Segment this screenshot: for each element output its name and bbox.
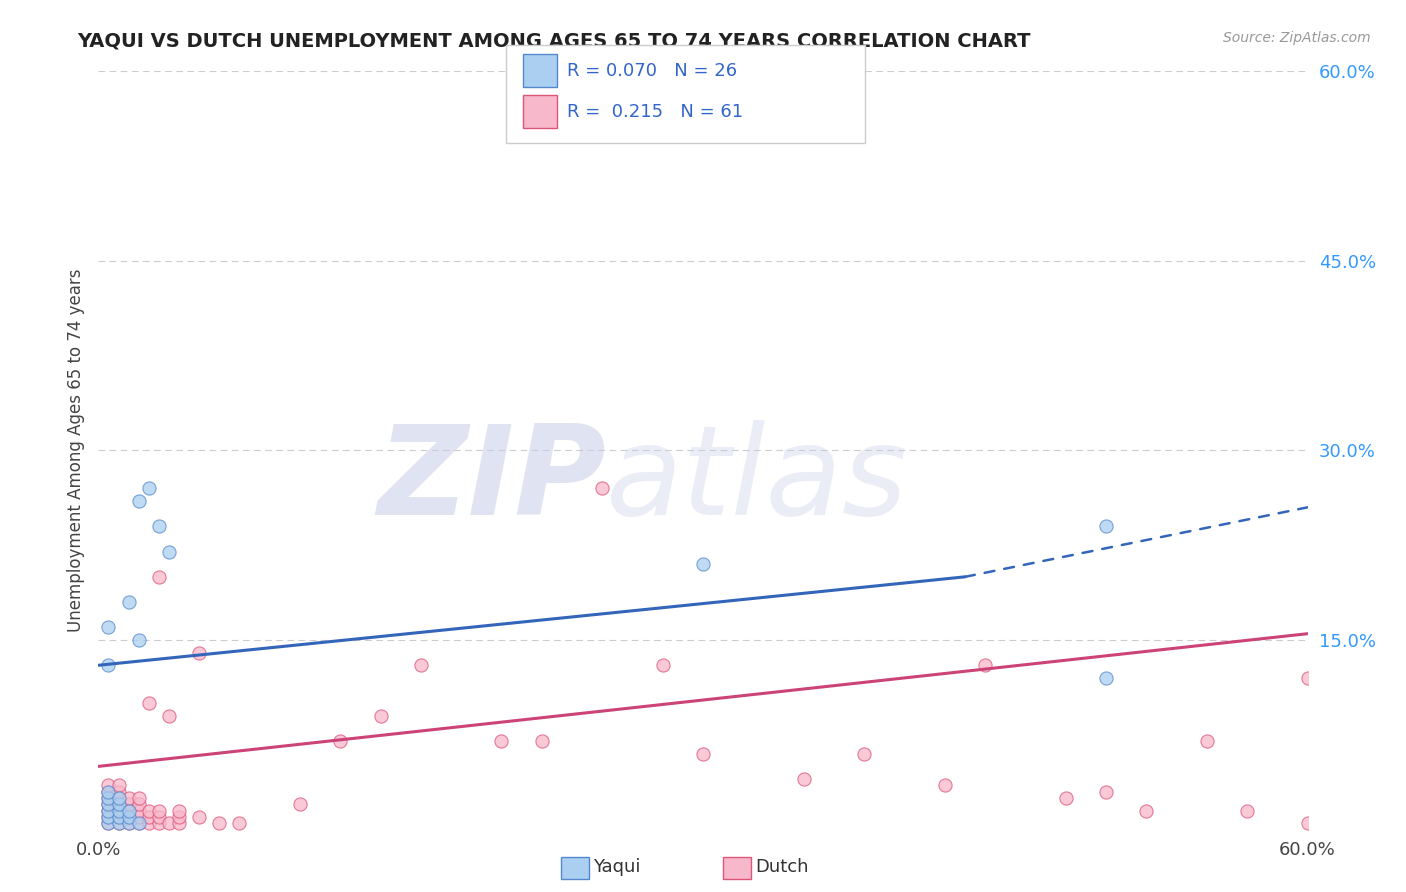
Point (692, 557, 714, 572)
Point (208, 816, 231, 830)
Point (228, 816, 250, 830)
Point (167, 804, 190, 818)
Point (329, 734, 352, 748)
Point (1296, 816, 1319, 830)
Point (107, 810, 129, 824)
Point (107, 810, 129, 824)
Point (118, 816, 141, 830)
Point (128, 804, 150, 818)
Point (692, 747, 714, 761)
Point (138, 816, 160, 830)
Point (128, 816, 150, 830)
Point (591, 482, 613, 496)
Point (793, 772, 815, 786)
Point (118, 791, 141, 805)
Point (97, 778, 120, 792)
Point (97, 816, 120, 830)
Point (118, 804, 141, 818)
Point (107, 797, 129, 812)
Text: ZIP: ZIP (378, 420, 606, 541)
Point (97, 797, 120, 812)
Point (118, 810, 141, 824)
Point (167, 816, 190, 830)
Point (107, 778, 129, 792)
Point (651, 658, 673, 673)
Point (157, 708, 180, 723)
Point (107, 791, 129, 805)
Point (138, 804, 160, 818)
Point (128, 810, 150, 824)
Point (97, 785, 120, 799)
Point (148, 519, 170, 533)
Point (409, 658, 432, 673)
Point (157, 816, 180, 830)
Point (1195, 734, 1218, 748)
Text: R =  0.215   N = 61: R = 0.215 N = 61 (567, 103, 742, 121)
Point (107, 785, 129, 799)
Point (107, 804, 129, 818)
Point (128, 494, 150, 508)
Point (118, 816, 141, 830)
Point (128, 791, 150, 805)
Point (148, 804, 170, 818)
Text: atlas: atlas (606, 420, 908, 541)
Point (1054, 791, 1077, 805)
Point (530, 734, 553, 748)
Point (288, 797, 311, 812)
Point (1095, 671, 1118, 685)
Point (97, 810, 120, 824)
Point (97, 810, 120, 824)
Text: YAQUI VS DUTCH UNEMPLOYMENT AMONG AGES 65 TO 74 YEARS CORRELATION CHART: YAQUI VS DUTCH UNEMPLOYMENT AMONG AGES 6… (77, 31, 1031, 50)
Point (491, 734, 513, 748)
Point (97, 791, 120, 805)
Point (128, 797, 150, 812)
Point (148, 810, 170, 824)
Point (107, 816, 129, 830)
Point (157, 544, 180, 558)
Point (97, 804, 120, 818)
Point (370, 708, 392, 723)
Text: Source: ZipAtlas.com: Source: ZipAtlas.com (1223, 31, 1371, 45)
Point (107, 797, 129, 812)
Point (118, 797, 141, 812)
Point (97, 791, 120, 805)
Point (118, 804, 141, 818)
Text: R = 0.070   N = 26: R = 0.070 N = 26 (567, 62, 737, 80)
Point (1095, 785, 1118, 799)
Point (974, 658, 997, 673)
Point (188, 646, 211, 660)
Point (118, 595, 141, 609)
Point (107, 816, 129, 830)
Point (97, 797, 120, 812)
Point (97, 620, 120, 634)
Point (128, 633, 150, 648)
Point (1095, 519, 1118, 533)
Point (934, 778, 956, 792)
Point (188, 810, 211, 824)
Point (97, 658, 120, 673)
Point (97, 785, 120, 799)
Point (97, 804, 120, 818)
Point (853, 747, 876, 761)
Y-axis label: Unemployment Among Ages 65 to 74 years: Unemployment Among Ages 65 to 74 years (66, 268, 84, 632)
Point (1135, 804, 1157, 818)
Point (138, 482, 160, 496)
Point (1236, 804, 1258, 818)
Text: Yaqui: Yaqui (593, 858, 641, 876)
Point (1296, 671, 1319, 685)
Point (138, 696, 160, 710)
Point (148, 570, 170, 584)
Point (118, 810, 141, 824)
Text: Dutch: Dutch (755, 858, 808, 876)
Point (128, 816, 150, 830)
Point (97, 816, 120, 830)
Point (138, 810, 160, 824)
Point (167, 810, 190, 824)
Point (148, 816, 170, 830)
Point (107, 791, 129, 805)
Point (107, 804, 129, 818)
